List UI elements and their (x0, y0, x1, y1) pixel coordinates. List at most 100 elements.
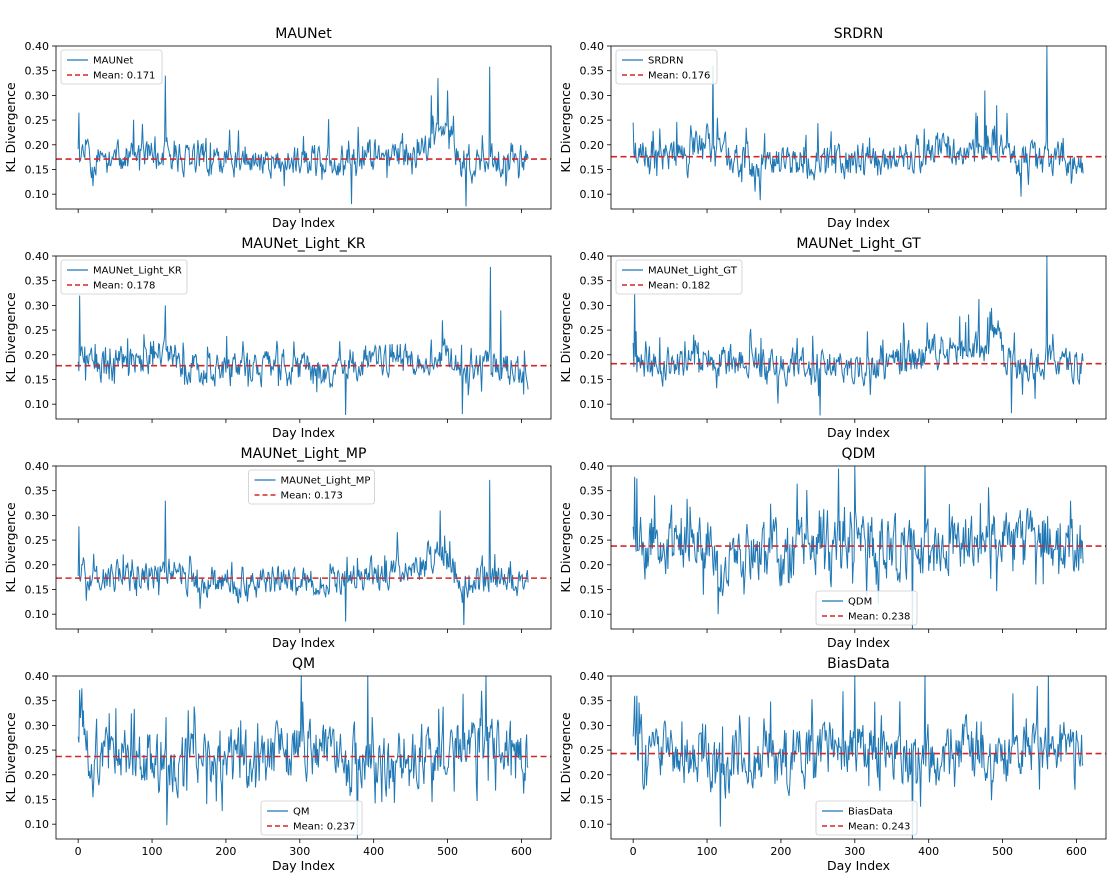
series-line (77, 479, 529, 626)
series-line (77, 676, 529, 839)
legend-series-label: MAUNet (93, 56, 133, 67)
x-tick-label: 400 (918, 845, 939, 858)
subplot-title: MAUNet_Light_GT (796, 236, 921, 252)
y-tick-label: 0.20 (580, 349, 605, 362)
y-tick-label: 0.20 (25, 559, 50, 572)
legend: MAUNet_Light_MP Mean: 0.173 (248, 469, 375, 505)
axes-frame (610, 465, 1107, 630)
y-tick-label: 0.15 (25, 373, 50, 386)
y-tick-label: 0.35 (25, 65, 50, 78)
x-axis-label: Day Index (827, 215, 890, 230)
x-axis-label: Day Index (827, 425, 890, 440)
y-tick-label: 0.10 (580, 188, 605, 201)
x-tick-label: 200 (770, 845, 791, 858)
x-tick-label: 200 (215, 845, 236, 858)
y-axis-label: KL Divergence (3, 502, 18, 593)
y-tick-label: 0.20 (25, 349, 50, 362)
x-axis-label: Day Index (827, 635, 890, 650)
legend-series-label: MAUNet_Light_KR (93, 266, 182, 277)
legend: QDM Mean: 0.238 (815, 590, 918, 626)
y-tick-label: 0.25 (25, 114, 50, 127)
y-tick-label: 0.35 (580, 695, 605, 708)
y-tick-label: 0.40 (25, 40, 50, 53)
axes-frame (55, 465, 552, 630)
y-tick-label: 0.15 (580, 163, 605, 176)
legend: BiasData Mean: 0.243 (815, 800, 918, 836)
axes-frame (55, 675, 552, 840)
x-tick-label: 300 (844, 845, 865, 858)
y-tick-label: 0.25 (580, 534, 605, 547)
y-tick-label: 0.15 (580, 373, 605, 386)
y-tick-label: 0.30 (580, 509, 605, 522)
y-tick-label: 0.10 (580, 398, 605, 411)
y-tick-label: 0.40 (580, 460, 605, 473)
y-tick-label: 0.25 (25, 744, 50, 757)
legend: SRDRN Mean: 0.176 (615, 49, 718, 85)
x-tick-label: 0 (75, 845, 82, 858)
axes-frame (610, 255, 1107, 420)
subplot-srdrn: SRDRN 0.10 0.15 0.20 0.25 0.30 0.35 0.40 Day Ind… (558, 26, 1107, 230)
y-tick-label: 0.35 (580, 485, 605, 498)
y-tick-label: 0.25 (25, 324, 50, 337)
legend-mean-label: Mean: 0.182 (648, 281, 710, 292)
y-tick-label: 0.15 (580, 583, 605, 596)
y-tick-label: 0.40 (580, 40, 605, 53)
series-line (77, 266, 529, 416)
x-tick-label: 0 (630, 845, 637, 858)
y-tick-label: 0.20 (25, 139, 50, 152)
subplot-maunet-light-gt: MAUNet_Light_GT 0.10 0.15 0.20 0.25 0.30 0.35 0… (558, 236, 1107, 440)
legend-mean-label: Mean: 0.243 (848, 822, 910, 833)
x-tick-label: 600 (1066, 845, 1087, 858)
x-tick-label: 100 (142, 845, 163, 858)
x-axis-label: Day Index (272, 858, 335, 873)
y-tick-label: 0.25 (25, 534, 50, 547)
y-tick-label: 0.20 (25, 769, 50, 782)
legend-box (60, 259, 188, 295)
axes-frame (610, 45, 1107, 210)
subplot-title: BiasData (827, 656, 890, 672)
legend-mean-label: Mean: 0.178 (93, 281, 155, 292)
subplot-title: QM (292, 656, 315, 672)
y-tick-label: 0.25 (580, 114, 605, 127)
legend-series-label: SRDRN (648, 56, 683, 67)
subplot-maunet: MAUNet 0.10 0.15 0.20 0.25 0.30 0.35 0.40 Day In… (3, 26, 552, 230)
y-axis-label: KL Divergence (558, 292, 573, 383)
y-axis-label: KL Divergence (3, 82, 18, 173)
subplot-qm: QM 0.10 0.15 0.20 0.25 0.30 0.35 0.40 0 100 200 300… (3, 656, 552, 873)
y-tick-label: 0.30 (580, 719, 605, 732)
y-tick-label: 0.10 (580, 818, 605, 831)
subplot-maunet-light-kr: MAUNet_Light_KR 0.10 0.15 0.20 0.25 0.30 0.35 0… (3, 236, 552, 440)
y-tick-label: 0.40 (580, 250, 605, 263)
y-tick-label: 0.10 (25, 608, 50, 621)
legend-mean-label: Mean: 0.171 (93, 71, 155, 82)
legend-series-label: MAUNet_Light_MP (281, 476, 371, 487)
x-tick-label: 100 (697, 845, 718, 858)
x-axis-label: Day Index (272, 215, 335, 230)
y-axis-label: KL Divergence (558, 82, 573, 173)
legend-mean-label: Mean: 0.237 (293, 822, 355, 833)
x-axis-label: Day Index (827, 858, 890, 873)
legend: MAUNet_Light_KR Mean: 0.178 (60, 259, 188, 295)
y-tick-label: 0.30 (580, 89, 605, 102)
y-tick-label: 0.20 (580, 559, 605, 572)
subplot-qdm: QDM 0.10 0.15 0.20 0.25 0.30 0.35 0.40 Day Index… (558, 446, 1107, 650)
y-tick-label: 0.35 (580, 275, 605, 288)
y-axis-label: KL Divergence (3, 292, 18, 383)
subplot-title: SRDRN (834, 26, 884, 42)
y-tick-label: 0.20 (580, 769, 605, 782)
legend-series-label: QDM (848, 597, 872, 608)
axes-frame (55, 255, 552, 420)
y-tick-label: 0.15 (25, 793, 50, 806)
subplot-maunet-light-mp: MAUNet_Light_MP 0.10 0.15 0.20 0.25 0.30 0.35 0… (3, 446, 552, 650)
y-tick-label: 0.15 (25, 163, 50, 176)
legend-mean-label: Mean: 0.173 (281, 491, 343, 502)
y-tick-label: 0.10 (580, 608, 605, 621)
y-tick-label: 0.10 (25, 188, 50, 201)
series-line (632, 676, 1084, 839)
y-tick-label: 0.10 (25, 818, 50, 831)
y-tick-label: 0.35 (25, 275, 50, 288)
y-tick-label: 0.40 (25, 460, 50, 473)
series-line (632, 46, 1084, 201)
y-tick-label: 0.40 (25, 250, 50, 263)
